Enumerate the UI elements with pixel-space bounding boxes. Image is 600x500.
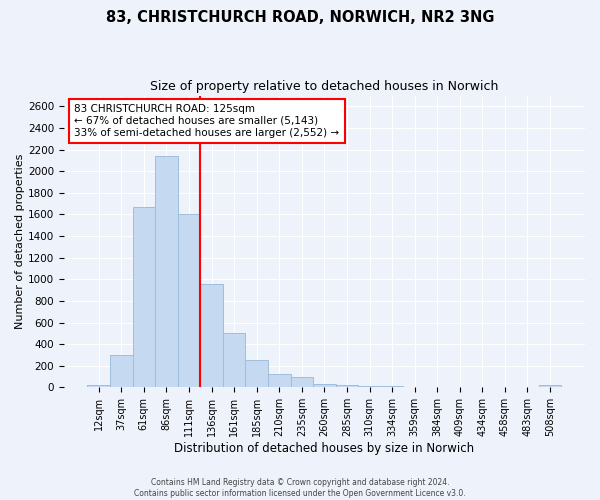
Text: Contains HM Land Registry data © Crown copyright and database right 2024.
Contai: Contains HM Land Registry data © Crown c… (134, 478, 466, 498)
Bar (178, 214, 200, 388)
Bar (403, 387, 426, 388)
Bar (245, 360, 268, 388)
Y-axis label: Number of detached properties: Number of detached properties (15, 154, 25, 329)
Text: 83 CHRISTCHURCH ROAD: 125sqm
← 67% of detached houses are smaller (5,143)
33% of: 83 CHRISTCHURCH ROAD: 125sqm ← 67% of de… (74, 104, 340, 138)
Bar (223, 333, 245, 388)
Bar (471, 387, 494, 388)
Bar (426, 387, 448, 388)
Bar (358, 386, 381, 388)
Bar (516, 387, 539, 388)
Bar (133, 207, 155, 388)
Bar (539, 385, 562, 388)
Bar (313, 384, 335, 388)
Bar (88, 385, 110, 388)
Bar (110, 356, 133, 388)
X-axis label: Distribution of detached houses by size in Norwich: Distribution of detached houses by size … (175, 442, 475, 455)
Text: 83, CHRISTCHURCH ROAD, NORWICH, NR2 3NG: 83, CHRISTCHURCH ROAD, NORWICH, NR2 3NG (106, 10, 494, 25)
Bar (200, 284, 223, 388)
Bar (494, 387, 516, 388)
Bar (448, 387, 471, 388)
Bar (335, 385, 358, 388)
Bar (290, 377, 313, 388)
Title: Size of property relative to detached houses in Norwich: Size of property relative to detached ho… (150, 80, 499, 93)
Bar (268, 374, 290, 388)
Bar (155, 156, 178, 388)
Bar (381, 386, 403, 388)
